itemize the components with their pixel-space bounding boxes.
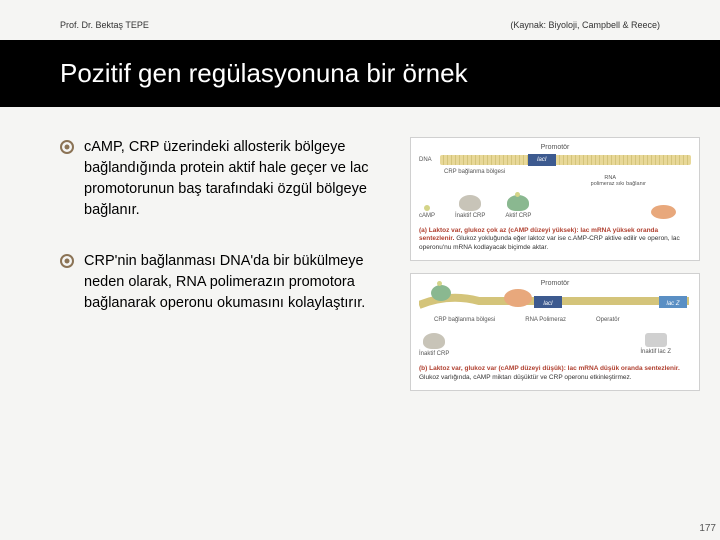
dna-label: DNA [419, 157, 437, 163]
inactive-lacz-icon [645, 333, 667, 347]
lacZ-text: lac Z [666, 301, 679, 307]
inactive-crp-group: İnaktif CRP [455, 195, 485, 219]
inactive-lacz-group: İnaktif lac Z [640, 333, 671, 357]
diagram-b-caption: (b) Laktoz var, glukoz var (cAMP düzeyi … [419, 365, 691, 382]
inactive-crp-label: İnaktif CRP [455, 213, 485, 219]
crp-bind-label: CRP bağlanma bölgesi [434, 317, 495, 323]
dna-strand: lacI [440, 155, 691, 165]
camp-label: cAMP [419, 213, 435, 219]
lacI-text: lacI [543, 301, 553, 307]
diagram-a-caption: (a) Laktoz var, glukoz çok az (cAMP düze… [419, 227, 691, 252]
dna-strand-bent: lacI lac Z [419, 291, 691, 309]
inactive-crp-group: İnaktif CRP [419, 333, 449, 357]
promoter-label: Promotör [419, 280, 691, 287]
diagram-column: Promotör DNA lacI CRP bağlanma bölgesi R… [410, 137, 700, 391]
inactive-lacz-label: İnaktif lac Z [640, 349, 671, 355]
crp-active-icon [507, 195, 529, 211]
camp-group: cAMP [419, 205, 435, 219]
bullet-icon [60, 254, 74, 268]
bullet-item: cAMP, CRP üzerindeki allosterik bölgeye … [60, 137, 395, 221]
author-label: Prof. Dr. Bektaş TEPE [60, 20, 149, 30]
promoter-label: Promotör [419, 144, 691, 151]
caption-rest: Glukoz varlığında, cAMP miktarı düşüktür… [419, 374, 632, 381]
text-column: cAMP, CRP üzerindeki allosterik bölgeye … [60, 137, 395, 391]
caption-rest: Glukoz yokluğunda eğer laktoz var ise c.… [419, 235, 680, 250]
dna-row: DNA lacI [419, 155, 691, 165]
rna-pol-label: polimeraz sıkı bağlanır [419, 181, 646, 187]
rna-pol-cluster [651, 205, 676, 219]
active-crp-group: Aktif CRP [505, 195, 531, 219]
slide-title: Pozitif gen regülasyonuna bir örnek [0, 40, 720, 107]
dna-bent-row: lacI lac Z [419, 291, 691, 309]
rna-pol-icon [651, 205, 676, 219]
protein-row: cAMP İnaktif CRP Aktif CRP [419, 195, 691, 219]
diagram-a: Promotör DNA lacI CRP bağlanma bölgesi R… [410, 137, 700, 261]
active-crp-label: Aktif CRP [505, 213, 531, 219]
diagram-b-bottom: İnaktif CRP İnaktif lac Z [419, 333, 691, 357]
crp-inactive-icon [459, 195, 481, 211]
bullet-item: CRP'nin bağlanması DNA'da bir bükülmeye … [60, 251, 395, 314]
lacI-box: lacI [528, 154, 556, 166]
page-number: 177 [699, 523, 716, 534]
source-label: (Kaynak: Biyoloji, Campbell & Reece) [510, 20, 660, 30]
operator-label: Operatör [596, 317, 620, 323]
slide-header: Prof. Dr. Bektaş TEPE (Kaynak: Biyoloji,… [0, 0, 720, 40]
diagram-b: Promotör lacI lac Z CRP bağlanma bö [410, 273, 700, 391]
bullet-icon [60, 140, 74, 154]
rna-pol-label: RNA Polimeraz [525, 317, 566, 323]
camp-icon [424, 205, 430, 211]
content-area: cAMP, CRP üzerindeki allosterik bölgeye … [0, 107, 720, 411]
bullet-text: CRP'nin bağlanması DNA'da bir bükülmeye … [84, 251, 395, 314]
caption-bold: (b) Laktoz var, glukoz var (cAMP düzeyi … [419, 365, 680, 372]
inactive-crp-label: İnaktif CRP [419, 351, 449, 357]
crp-inactive-icon [423, 333, 445, 349]
bullet-text: cAMP, CRP üzerindeki allosterik bölgeye … [84, 137, 395, 221]
